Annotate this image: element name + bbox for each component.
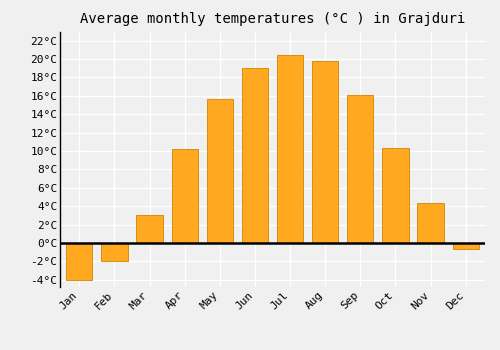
Bar bbox=[172, 149, 198, 243]
Bar bbox=[242, 68, 268, 243]
Bar bbox=[102, 243, 128, 261]
Bar bbox=[347, 95, 374, 243]
Bar bbox=[382, 148, 408, 243]
Title: Average monthly temperatures (°C ) in Grajduri: Average monthly temperatures (°C ) in Gr… bbox=[80, 12, 465, 26]
Bar bbox=[136, 215, 162, 243]
Bar bbox=[452, 243, 479, 249]
Bar bbox=[418, 203, 444, 243]
Bar bbox=[206, 99, 233, 243]
Bar bbox=[277, 55, 303, 243]
Bar bbox=[66, 243, 92, 280]
Bar bbox=[312, 61, 338, 243]
